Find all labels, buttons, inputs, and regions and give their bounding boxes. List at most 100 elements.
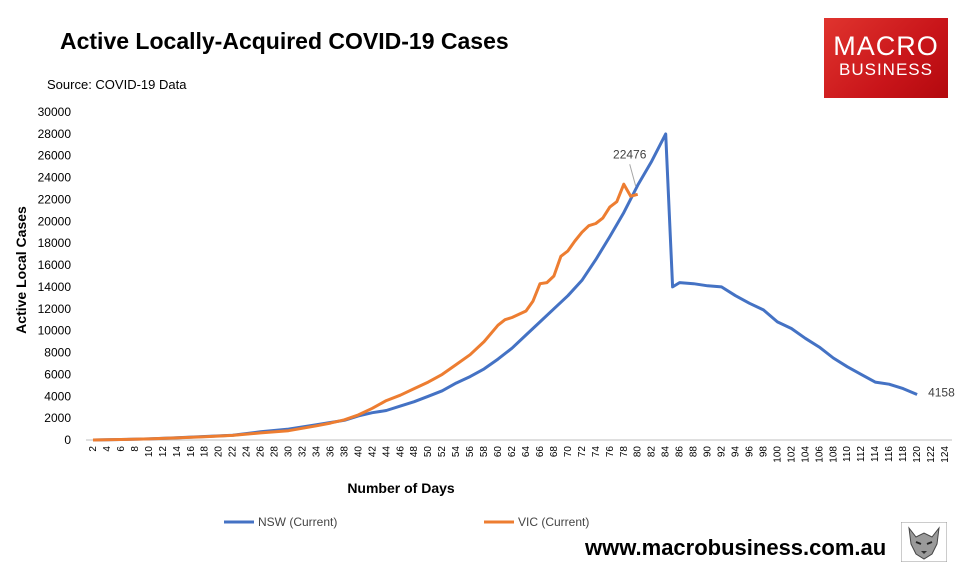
y-tick-label: 0 [64,433,71,447]
series-layer [92,132,918,442]
vic-peak-label: 22476 [613,147,647,161]
x-tick-label: 70 [563,446,574,458]
y-tick-label: 12000 [38,302,72,316]
x-tick-label: 88 [689,446,700,458]
vic-annotation-leader [629,164,637,187]
x-tick-label: 114 [870,446,881,462]
x-tick-label: 100 [772,446,783,463]
x-tick-label: 48 [409,446,420,458]
legend: NSW (Current) VIC (Current) [224,515,589,529]
x-tick-label: 4 [102,446,113,452]
x-tick-label: 28 [270,446,281,458]
x-tick-label: 116 [884,446,895,462]
y-tick-label: 2000 [44,411,71,425]
y-tick-label: 26000 [38,149,72,163]
y-tick-label: 8000 [44,346,71,360]
x-tick-label: 38 [339,446,350,458]
y-axis-title: Active Local Cases [13,206,29,334]
footer-url: www.macrobusiness.com.au [585,535,887,560]
y-tick-label: 24000 [38,171,72,185]
x-tick-label: 40 [353,446,364,458]
x-tick-label: 124 [940,446,951,463]
macro-business-logo: MACRO BUSINESS [824,18,948,98]
x-tick-label: 102 [786,446,797,463]
x-tick-label: 18 [200,446,211,458]
legend-label-vic: VIC (Current) [518,515,589,529]
x-tick-label: 86 [675,446,686,458]
x-tick-label: 68 [549,446,560,458]
logo-line-1: MACRO [833,31,939,61]
x-tick-label: 6 [116,446,127,452]
x-tick-label: 52 [437,446,448,458]
x-tick-label: 10 [144,446,155,458]
y-tick-label: 10000 [38,324,72,338]
x-tick-label: 82 [647,446,658,458]
x-tick-label: 20 [214,446,225,458]
x-tick-label: 74 [591,446,602,458]
x-tick-label: 50 [423,446,434,458]
x-tick-label: 120 [912,446,923,463]
wolf-mascot-icon [901,522,947,562]
legend-label-nsw: NSW (Current) [258,515,337,529]
y-axis-ticks: 0 2000 4000 6000 8000 10000 12000 14000 16000 180… [38,105,72,447]
x-tick-label: 46 [395,446,406,458]
x-tick-label: 108 [828,446,839,463]
x-tick-label: 94 [731,446,742,458]
x-tick-label: 72 [577,446,588,458]
x-tick-label: 58 [479,446,490,458]
y-tick-label: 16000 [38,258,72,272]
source-note: Source: COVID-19 Data [47,77,187,92]
x-tick-label: 98 [758,446,769,458]
x-tick-label: 8 [130,446,141,452]
y-tick-label: 30000 [38,105,72,119]
x-tick-label: 118 [898,446,909,462]
series-line-nsw [92,132,918,442]
x-tick-label: 80 [633,446,644,458]
x-tick-label: 66 [535,446,546,458]
x-tick-label: 42 [367,446,378,458]
x-tick-label: 110 [842,446,853,462]
x-tick-label: 64 [521,446,532,458]
y-tick-label: 18000 [38,236,72,250]
x-tick-label: 2 [88,446,99,452]
x-tick-label: 96 [744,446,755,458]
y-tick-label: 6000 [44,367,71,381]
y-tick-label: 4000 [44,389,71,403]
x-tick-label: 122 [926,446,937,463]
x-tick-label: 104 [800,446,811,463]
x-tick-label: 54 [451,446,462,458]
x-tick-label: 44 [381,446,392,458]
x-tick-label: 62 [507,446,518,458]
y-tick-label: 14000 [38,280,72,294]
x-tick-label: 14 [172,446,183,458]
x-tick-label: 16 [186,446,197,458]
x-tick-label: 60 [493,446,504,458]
x-tick-label: 84 [661,446,672,458]
y-tick-label: 20000 [38,214,72,228]
x-tick-label: 32 [298,446,309,458]
x-tick-label: 24 [242,446,253,458]
x-tick-label: 92 [717,446,728,458]
x-tick-label: 90 [703,446,714,458]
x-tick-label: 76 [605,446,616,458]
x-tick-label: 26 [256,446,267,458]
y-tick-label: 28000 [38,127,72,141]
logo-line-2: BUSINESS [839,60,933,79]
x-tick-label: 34 [311,446,322,458]
chart-title: Active Locally-Acquired COVID-19 Cases [60,28,509,54]
x-axis-title: Number of Days [347,480,455,496]
annotations: 4158 22476 [613,147,955,399]
x-tick-label: 56 [465,446,476,458]
x-tick-label: 78 [619,446,630,458]
x-axis-ticks: 2 4 6 8 10 12 14 16 18 20 22 24 26 28 30 32 34 36 38 40 42 44… [88,446,951,463]
x-tick-label: 106 [814,446,825,463]
x-tick-label: 112 [856,446,867,462]
x-tick-label: 36 [325,446,336,458]
nsw-end-label: 4158 [928,386,955,400]
x-tick-label: 22 [228,446,239,458]
x-tick-label: 30 [284,446,295,458]
x-tick-label: 12 [158,446,169,458]
series-line-vic [92,182,639,442]
y-tick-label: 22000 [38,192,72,206]
